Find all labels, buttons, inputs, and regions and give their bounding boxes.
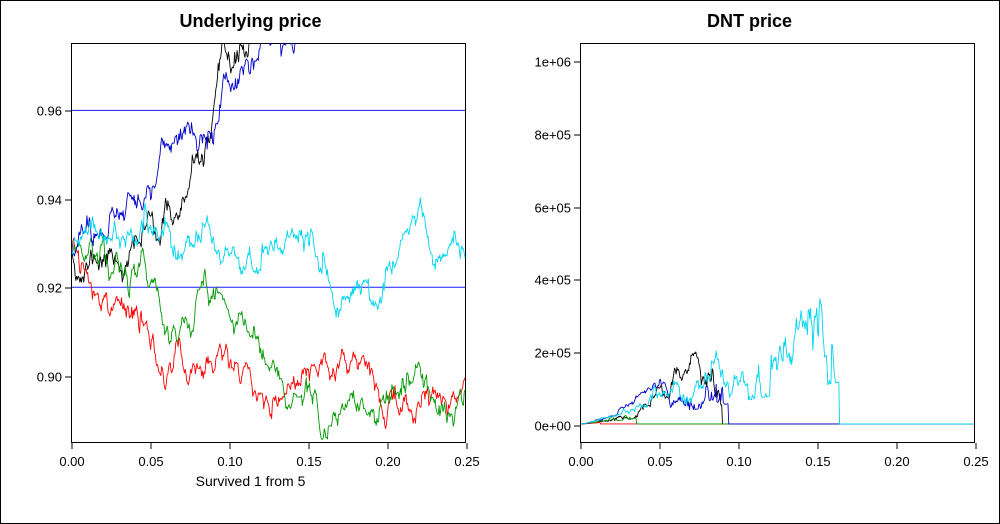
underlying-price-plot-frame: 0.000.050.100.150.200.250.900.920.940.96 <box>71 43 466 443</box>
underlying-price-panel: Underlying price 0.000.050.100.150.200.2… <box>1 1 500 523</box>
x-tick <box>739 443 740 449</box>
y-tick-label: 8e+05 <box>534 127 581 142</box>
x-tick-label: 0.10 <box>726 454 751 469</box>
series-d_blue <box>581 379 974 424</box>
x-tick-label: 0.05 <box>138 454 163 469</box>
x-tick <box>230 443 231 449</box>
y-tick-label: 0.96 <box>37 103 72 118</box>
x-tick <box>976 443 977 449</box>
x-tick-label: 0.20 <box>884 454 909 469</box>
series-e_cyan <box>72 198 465 318</box>
y-tick-label: 0e+00 <box>534 418 581 433</box>
dnt-price-plot-frame: 0.000.050.100.150.200.250e+002e+054e+056… <box>580 43 975 443</box>
series-b_red <box>72 238 465 428</box>
underlying-price-series <box>71 43 466 443</box>
y-tick-label: 4e+05 <box>534 273 581 288</box>
dnt-price-panel: DNT price 0.000.050.100.150.200.250e+002… <box>500 1 999 523</box>
x-tick <box>72 443 73 449</box>
x-tick <box>467 443 468 449</box>
x-tick <box>818 443 819 449</box>
figure: { "background_color": "#ffffff", "border… <box>0 0 1000 524</box>
x-tick <box>388 443 389 449</box>
dnt-price-title: DNT price <box>500 11 999 32</box>
x-tick-label: 0.20 <box>375 454 400 469</box>
y-tick-label: 0.94 <box>37 192 72 207</box>
x-tick <box>897 443 898 449</box>
x-tick-label: 0.15 <box>296 454 321 469</box>
x-tick-label: 0.05 <box>647 454 672 469</box>
x-tick-label: 0.25 <box>963 454 988 469</box>
x-tick-label: 0.25 <box>454 454 479 469</box>
y-tick-label: 2e+05 <box>534 346 581 361</box>
x-tick <box>660 443 661 449</box>
series-c_green <box>72 235 465 439</box>
underlying-price-title: Underlying price <box>1 11 500 32</box>
y-tick-label: 1e+06 <box>534 55 581 70</box>
y-tick-label: 6e+05 <box>534 200 581 215</box>
series-c_green <box>581 416 974 424</box>
x-tick-label: 0.00 <box>59 454 84 469</box>
series-a_black <box>581 352 974 424</box>
x-tick-label: 0.00 <box>568 454 593 469</box>
x-tick-label: 0.15 <box>805 454 830 469</box>
y-tick-label: 0.90 <box>37 370 72 385</box>
dnt-price-series <box>580 43 975 443</box>
y-tick-label: 0.92 <box>37 281 72 296</box>
x-tick <box>581 443 582 449</box>
x-tick <box>151 443 152 449</box>
series-a_black <box>72 43 465 282</box>
series-d_blue <box>72 43 465 256</box>
underlying-price-xlabel: Survived 1 from 5 <box>1 473 500 489</box>
x-tick-label: 0.10 <box>217 454 242 469</box>
series-e_cyan <box>581 299 974 424</box>
x-tick <box>309 443 310 449</box>
